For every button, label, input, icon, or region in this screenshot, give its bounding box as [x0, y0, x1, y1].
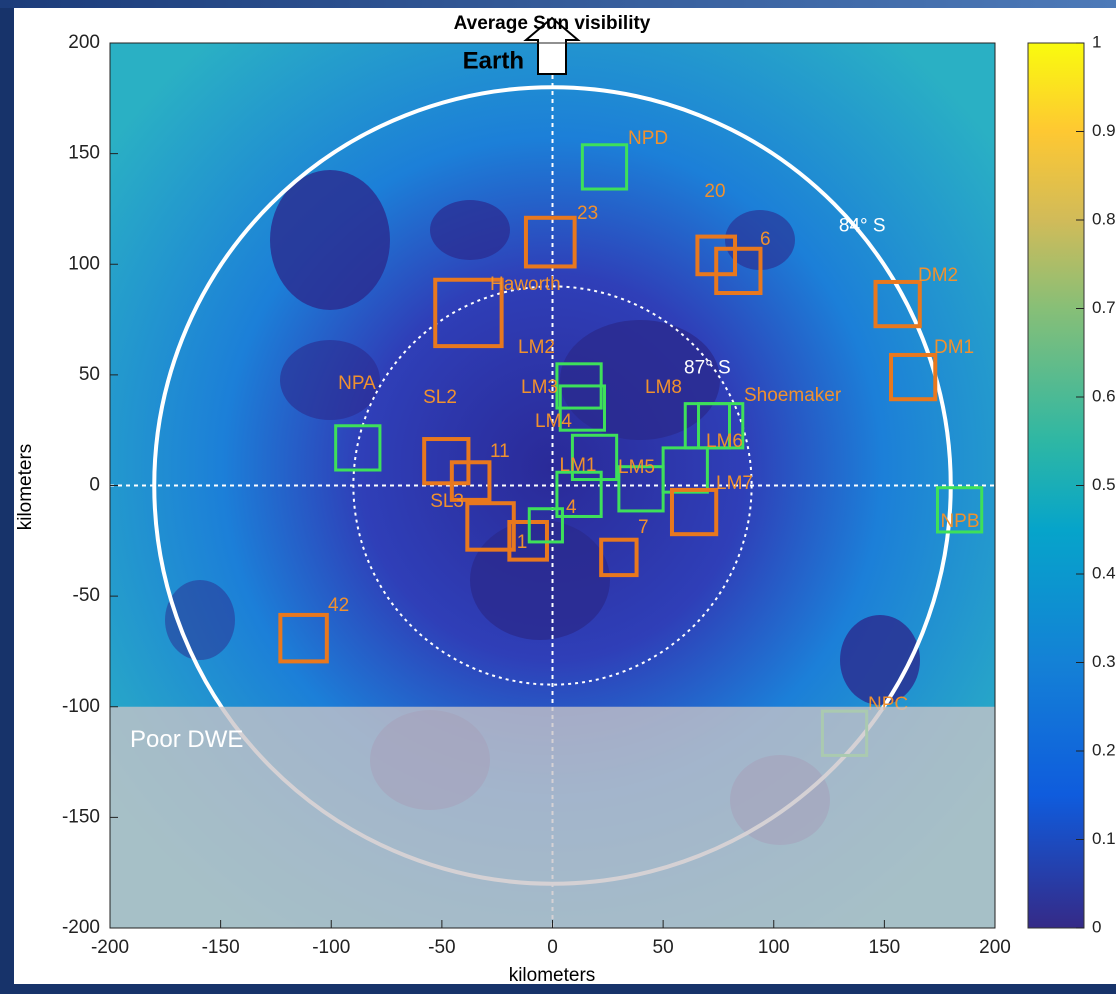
chart-title: Average Sun visibility: [454, 13, 651, 34]
site-label: LM6: [706, 431, 743, 452]
y-tick-label: 200: [68, 32, 100, 53]
colorbar-tick-label: 0: [1092, 917, 1101, 936]
site-label: SL2: [423, 387, 457, 408]
colorbar-tick-label: 0.7: [1092, 298, 1116, 317]
site-label: 7: [638, 517, 649, 538]
colorbar-tick-label: 0.5: [1092, 475, 1116, 494]
site-label: LM2: [518, 337, 555, 358]
y-tick-label: 50: [79, 364, 100, 385]
colorbar-tick-label: 0.3: [1092, 652, 1116, 671]
site-label: LM7: [716, 473, 753, 494]
x-tick-label: 200: [979, 937, 1011, 958]
site-label: 11: [490, 441, 510, 462]
colorbar-tick-label: 0.1: [1092, 829, 1116, 848]
y-tick-label: 100: [68, 253, 100, 274]
x-tick-label: 100: [758, 937, 790, 958]
y-tick-label: -50: [73, 585, 100, 606]
site-label: LM1: [560, 455, 597, 476]
y-axis-label: kilometers: [15, 444, 36, 531]
x-tick-label: 50: [653, 937, 674, 958]
site-label: 6: [760, 229, 771, 250]
site-label: LM5: [618, 457, 655, 478]
site-label: 1: [517, 532, 528, 553]
x-tick-label: -50: [428, 937, 455, 958]
site-label: LM3: [521, 377, 558, 398]
site-label: DM1: [934, 337, 974, 358]
colorbar-tick-label: 0.6: [1092, 386, 1116, 405]
site-label: NPA: [338, 373, 376, 394]
region-label: Poor DWE: [130, 726, 243, 753]
colorbar-tick-label: 1: [1092, 32, 1101, 51]
x-tick-label: -150: [202, 937, 240, 958]
site-label: LM4: [535, 411, 572, 432]
site-label: 4: [566, 497, 577, 518]
x-tick-label: -100: [312, 937, 350, 958]
x-tick-label: -200: [91, 937, 129, 958]
site-label: Shoemaker: [744, 385, 842, 406]
colorbar-tick-label: 0.8: [1092, 209, 1116, 228]
site-label: DM2: [918, 265, 958, 286]
y-tick-label: -150: [62, 806, 100, 827]
site-label: SL3: [430, 491, 464, 512]
slide-bar: [0, 0, 1116, 8]
latitude-label: 87° S: [684, 357, 731, 378]
x-tick-label: 0: [547, 937, 558, 958]
site-label: NPB: [940, 511, 979, 532]
earth-label: Earth: [463, 47, 524, 74]
colorbar-tick-label: 0.9: [1092, 121, 1116, 140]
site-label: Haworth: [490, 274, 561, 295]
colorbar: [1028, 43, 1084, 928]
x-axis-label: kilometers: [509, 965, 596, 986]
site-label: 23: [577, 203, 598, 224]
y-tick-label: -200: [62, 917, 100, 938]
y-tick-label: 150: [68, 143, 100, 164]
site-label: 42: [328, 595, 349, 616]
latitude-label: 84° S: [839, 216, 886, 237]
colorbar-tick-label: 0.2: [1092, 740, 1116, 759]
page: {"chart_data": {"type": "map", "title": …: [0, 0, 1116, 994]
colorbar-tick-label: 0.4: [1092, 563, 1116, 582]
y-tick-label: -100: [62, 696, 100, 717]
site-label: 20: [704, 181, 725, 202]
figure: Average Sun visibility Earth kilometers …: [0, 0, 1116, 994]
site-label: LM8: [645, 377, 682, 398]
x-tick-label: 150: [869, 937, 901, 958]
y-tick-label: 0: [89, 475, 100, 496]
site-label: NPD: [628, 128, 668, 149]
